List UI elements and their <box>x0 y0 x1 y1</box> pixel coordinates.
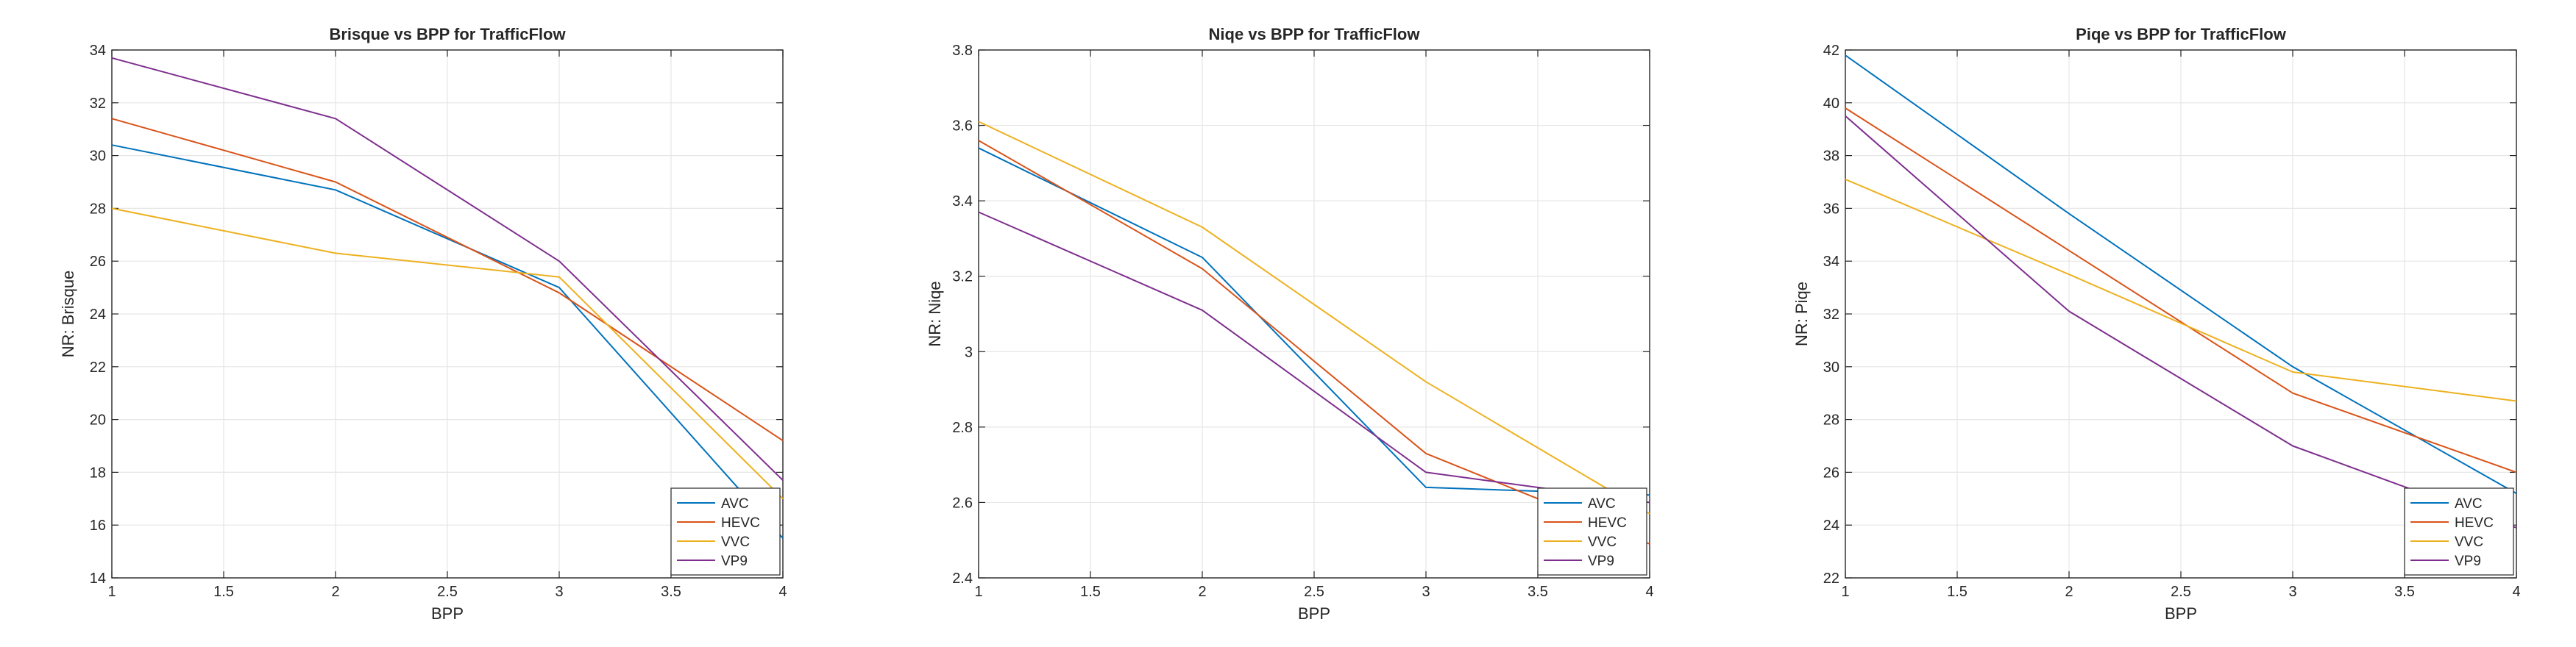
y-tick-label: 30 <box>1823 360 1839 376</box>
legend: AVC HEVC VVC VP9 <box>2404 487 2514 576</box>
x-axis-label: BPP <box>2165 604 2197 623</box>
y-tick-label: 22 <box>90 360 106 376</box>
x-tick-label: 3 <box>2288 584 2296 600</box>
series-line-vp9 <box>111 57 784 481</box>
y-tick-label: 20 <box>90 412 106 429</box>
legend-label-vvc: VVC <box>1588 535 1617 550</box>
y-tick-label: 32 <box>1823 307 1839 323</box>
legend-label-vp9: VP9 <box>721 554 748 569</box>
y-tick-label: 3.8 <box>952 43 973 59</box>
y-tick-label: 40 <box>1823 96 1839 112</box>
y-tick-label: 2.6 <box>952 495 973 511</box>
legend-label-hevc: HEVC <box>2455 515 2494 531</box>
y-tick-label: 24 <box>1823 518 1839 534</box>
x-tick-label: 4 <box>778 584 787 600</box>
y-tick-label: 3.2 <box>952 269 973 285</box>
series-line-hevc <box>111 118 784 442</box>
x-tick-label: 2 <box>1198 584 1206 600</box>
y-tick-label: 26 <box>90 254 106 270</box>
y-tick-label: 34 <box>1823 254 1839 270</box>
y-tick-label: 28 <box>1823 412 1839 429</box>
series-line-vp9 <box>978 211 1650 504</box>
y-tick-label: 32 <box>90 96 106 112</box>
y-axis-label: NR: Brisque <box>59 271 77 358</box>
series-line-avc <box>111 144 784 539</box>
series-line-vp9 <box>1845 115 2517 529</box>
x-tick-label: 1.5 <box>1947 584 1968 600</box>
y-tick-label: 34 <box>90 43 106 59</box>
chart-2: 1 1.5 2 2.5 3 3.5 4 2.4 2.6 2.8 3 3.2 3.4 3.6 3.8 Niqe … <box>926 25 1654 623</box>
legend-label-vp9: VP9 <box>1588 554 1614 569</box>
y-tick-label: 36 <box>1823 201 1839 217</box>
series-line-hevc <box>1845 107 2517 473</box>
x-tick-label: 3.5 <box>2394 584 2415 600</box>
chart-3: 1 1.5 2 2.5 3 3.5 4 22 24 26 28 30 32 34 36 38 40 42 Piqe … <box>1792 25 2521 623</box>
x-axis-label: BPP <box>1298 604 1330 623</box>
y-axis-label: NR: Niqe <box>926 281 944 346</box>
x-tick-label: 4 <box>2512 584 2520 600</box>
x-tick-label: 4 <box>1645 584 1653 600</box>
chart-title: Brisque vs BPP for TrafficFlow <box>329 25 566 43</box>
x-tick-label: 3 <box>1422 584 1430 600</box>
y-tick-label: 2.4 <box>952 571 973 587</box>
legend-label-vvc: VVC <box>721 535 750 550</box>
chart-1: 1 1.5 2 2.5 3 3.5 4 14 16 18 20 22 24 26 28 30 32 34 Brisq… <box>59 25 787 623</box>
legend: AVC HEVC VVC VP9 <box>1537 487 1647 576</box>
x-tick-label: 2 <box>331 584 339 600</box>
x-tick-label: 3.5 <box>661 584 681 600</box>
legend-label-avc: AVC <box>2455 496 2483 512</box>
x-tick-label: 1.5 <box>1080 584 1101 600</box>
legend-label-hevc: HEVC <box>1588 515 1627 531</box>
x-tick-label: 2.5 <box>2171 584 2191 600</box>
x-tick-label: 2.5 <box>437 584 458 600</box>
y-tick-label: 26 <box>1823 465 1839 481</box>
y-tick-label: 38 <box>1823 149 1839 165</box>
y-tick-label: 22 <box>1823 571 1839 587</box>
x-tick-label: 3.5 <box>1527 584 1548 600</box>
y-tick-label: 16 <box>90 518 106 534</box>
x-tick-label: 2 <box>2065 584 2073 600</box>
x-axis-label: BPP <box>431 604 464 623</box>
x-tick-label: 1 <box>107 584 116 600</box>
y-tick-label: 42 <box>1823 43 1839 59</box>
legend-label-avc: AVC <box>721 496 749 512</box>
chart-title: Piqe vs BPP for TrafficFlow <box>2076 25 2287 43</box>
y-tick-label: 28 <box>90 201 106 217</box>
y-tick-label: 30 <box>90 149 106 165</box>
legend-label-hevc: HEVC <box>721 515 760 531</box>
y-tick-label: 3.4 <box>952 193 973 210</box>
legend-label-vp9: VP9 <box>2455 554 2481 569</box>
x-tick-label: 1 <box>974 584 982 600</box>
x-tick-label: 1 <box>1841 584 1849 600</box>
chart-title: Niqe vs BPP for TrafficFlow <box>1209 25 1421 43</box>
series-line-avc <box>1845 54 2517 494</box>
series-line-vvc <box>1845 178 2517 402</box>
y-tick-label: 14 <box>90 571 106 587</box>
y-tick-label: 3.6 <box>952 118 973 135</box>
x-tick-label: 2.5 <box>1304 584 1324 600</box>
y-tick-label: 24 <box>90 307 106 323</box>
series-line-vvc <box>111 207 784 500</box>
x-tick-label: 3 <box>555 584 563 600</box>
legend-label-avc: AVC <box>1588 496 1616 512</box>
y-axis-label: NR: Piqe <box>1792 282 1811 346</box>
series-line-vvc <box>978 121 1650 515</box>
legend-label-vvc: VVC <box>2455 535 2483 550</box>
y-tick-label: 2.8 <box>952 420 973 436</box>
y-tick-label: 18 <box>90 465 106 481</box>
legend: AVC HEVC VVC VP9 <box>670 487 781 576</box>
y-tick-label: 3 <box>965 344 973 360</box>
x-tick-label: 1.5 <box>213 584 234 600</box>
